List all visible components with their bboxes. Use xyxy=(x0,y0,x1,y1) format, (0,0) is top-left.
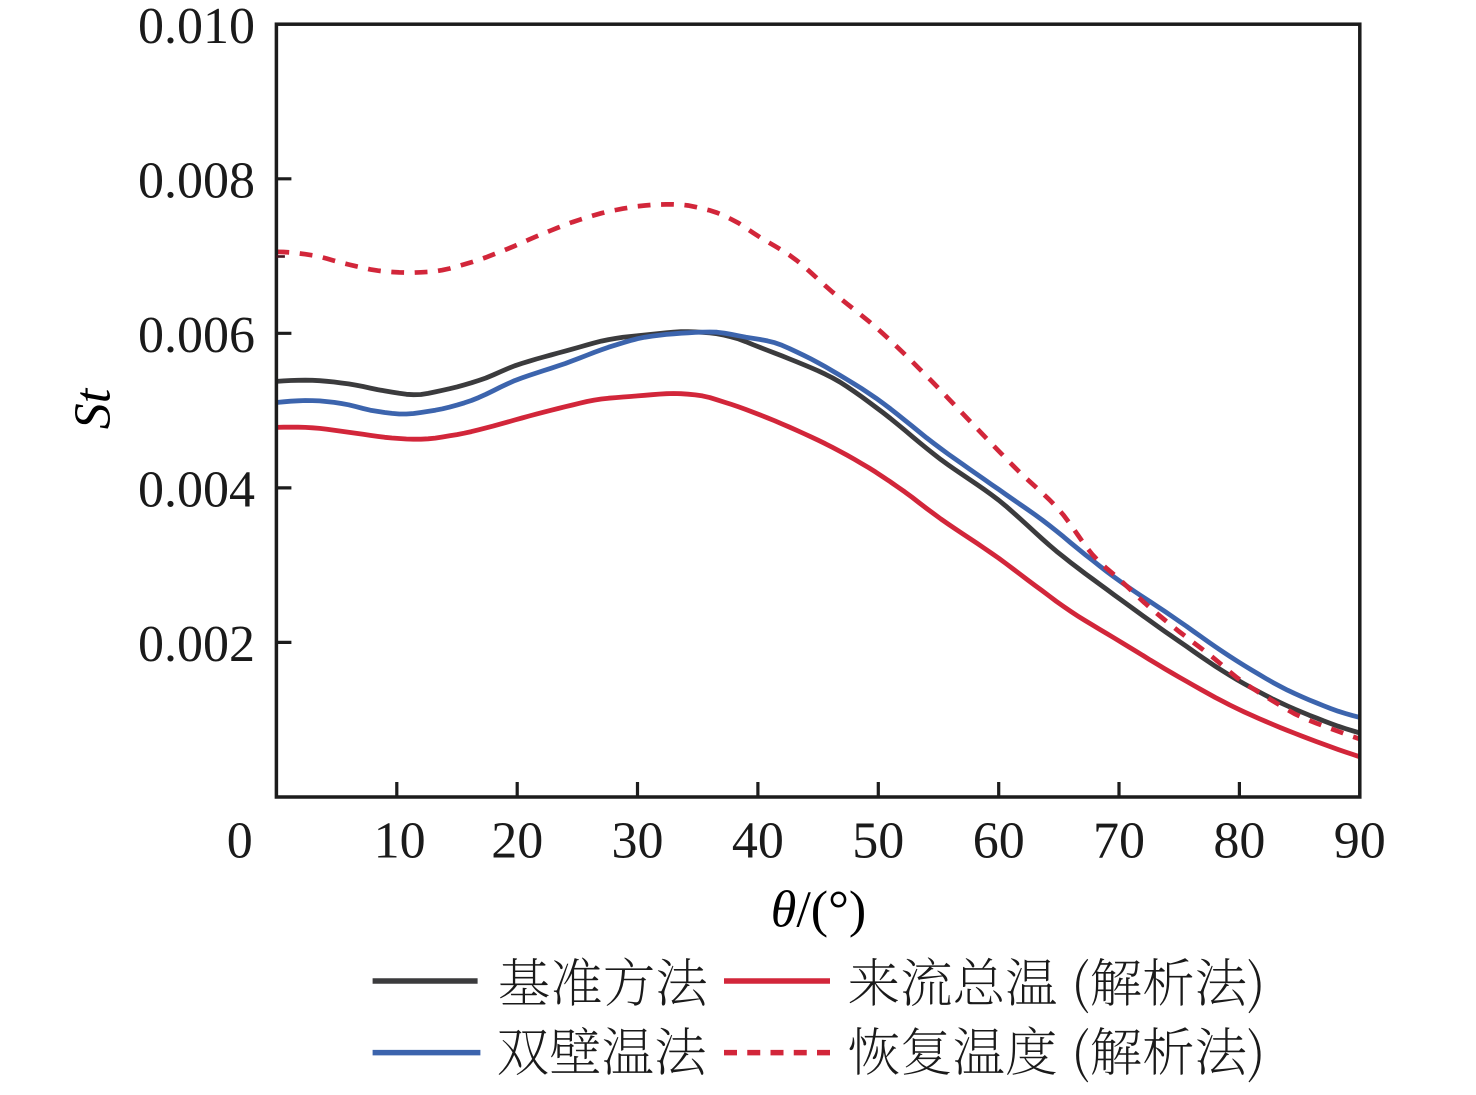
svg-text:0.006: 0.006 xyxy=(138,307,255,364)
svg-text:0.004: 0.004 xyxy=(138,462,255,519)
svg-text:10: 10 xyxy=(374,813,426,870)
svg-text:0.002: 0.002 xyxy=(138,616,255,673)
svg-text:40: 40 xyxy=(732,813,784,870)
svg-text:50: 50 xyxy=(852,813,904,870)
svg-text:0.008: 0.008 xyxy=(138,153,255,210)
svg-text:θ/(°): θ/(°) xyxy=(771,882,866,939)
svg-text:60: 60 xyxy=(973,813,1025,870)
svg-text:30: 30 xyxy=(612,813,664,870)
svg-text:80: 80 xyxy=(1213,813,1265,870)
svg-text:20: 20 xyxy=(491,813,543,870)
svg-text:0.010: 0.010 xyxy=(138,0,255,55)
svg-text:70: 70 xyxy=(1093,813,1145,870)
svg-text:St: St xyxy=(64,387,121,429)
svg-text:0: 0 xyxy=(227,813,253,870)
svg-text:90: 90 xyxy=(1334,813,1386,870)
